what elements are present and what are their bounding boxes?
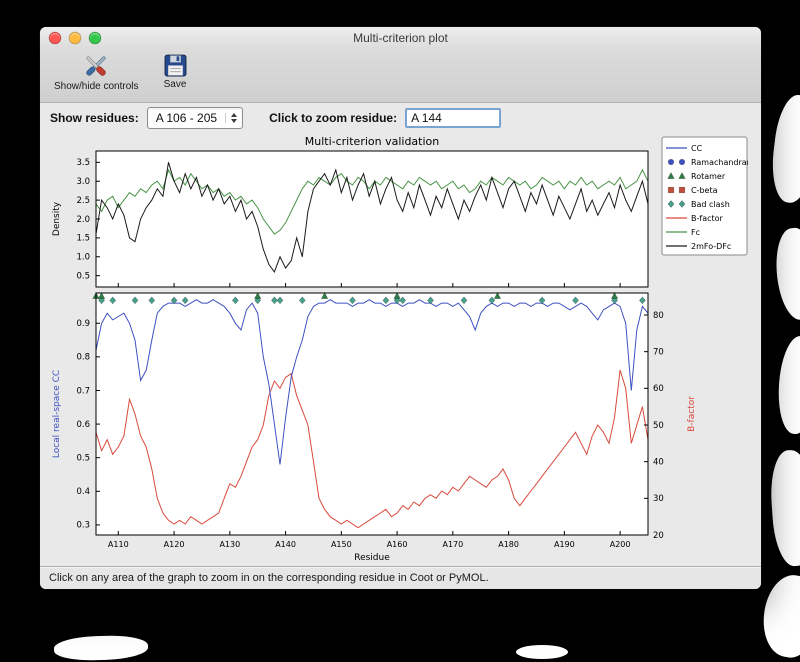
svg-text:CC: CC: [691, 144, 703, 153]
screen-artifact: [53, 634, 149, 662]
screen-artifact: [757, 571, 800, 661]
tools-icon: [81, 53, 111, 80]
svg-text:B-factor: B-factor: [691, 214, 724, 223]
window-title: Multi-criterion plot: [353, 31, 448, 45]
show-residues-label: Show residues:: [50, 111, 139, 125]
plot-area: Multi-criterion validation 0.5 1.0 1.5 2.0 2.…: [40, 133, 761, 566]
status-text: Click on any area of the graph to zoom i…: [49, 572, 489, 584]
svg-text:2mFo-DFc: 2mFo-DFc: [691, 242, 731, 251]
svg-text:0.5: 0.5: [76, 271, 90, 281]
multi-criterion-chart[interactable]: Multi-criterion validation 0.5 1.0 1.5 2.0 2.…: [48, 135, 748, 569]
svg-text:Bad clash: Bad clash: [691, 200, 730, 209]
svg-text:0.4: 0.4: [76, 487, 90, 497]
svg-text:2.5: 2.5: [76, 196, 90, 206]
svg-text:Local real-space CC: Local real-space CC: [52, 370, 62, 458]
minimize-button[interactable]: [69, 32, 81, 44]
svg-text:Residue: Residue: [354, 553, 390, 563]
residue-range-select[interactable]: A 106 - 205: [146, 107, 244, 129]
svg-text:A160: A160: [387, 540, 408, 549]
svg-text:0.9: 0.9: [76, 319, 90, 329]
controls-bar: Show residues: A 106 - 205 Click to zoom…: [40, 103, 761, 133]
svg-text:50: 50: [653, 421, 664, 431]
svg-text:2.0: 2.0: [76, 215, 90, 225]
screen-artifact: [767, 92, 800, 206]
window-titlebar[interactable]: Multi-criterion plot: [40, 27, 761, 49]
svg-text:B-factor: B-factor: [687, 396, 697, 432]
svg-text:1.5: 1.5: [76, 234, 90, 244]
svg-text:Fc: Fc: [691, 228, 700, 237]
screen-artifact: [768, 448, 800, 568]
svg-text:A120: A120: [164, 540, 185, 549]
show-hide-controls-label: Show/hide controls: [54, 81, 139, 92]
save-icon: [163, 53, 188, 78]
svg-text:A180: A180: [498, 540, 519, 549]
svg-text:A140: A140: [275, 540, 296, 549]
svg-text:A190: A190: [554, 540, 575, 549]
toolbar: Show/hide controls Save: [40, 49, 761, 103]
svg-text:0.6: 0.6: [76, 420, 90, 430]
svg-text:A150: A150: [331, 540, 352, 549]
zoom-window-button[interactable]: [89, 32, 101, 44]
svg-text:Density: Density: [52, 201, 62, 236]
zoom-residue-label: Click to zoom residue:: [269, 111, 398, 125]
show-hide-controls-button[interactable]: Show/hide controls: [50, 52, 143, 93]
svg-text:Ramachandran: Ramachandran: [691, 158, 748, 167]
svg-text:1.0: 1.0: [76, 253, 90, 263]
screen-artifact: [516, 645, 568, 659]
svg-text:70: 70: [653, 347, 664, 357]
svg-text:A130: A130: [219, 540, 240, 549]
svg-text:Multi-criterion validation: Multi-criterion validation: [305, 135, 440, 148]
screen-artifact: [772, 226, 800, 322]
svg-text:C-beta: C-beta: [691, 186, 718, 195]
svg-text:80: 80: [653, 311, 664, 321]
combo-stepper-icon: [225, 113, 238, 123]
residue-range-value: A 106 - 205: [155, 111, 218, 125]
svg-text:40: 40: [653, 457, 664, 467]
save-button[interactable]: Save: [159, 52, 192, 91]
close-button[interactable]: [49, 32, 61, 44]
svg-text:0.7: 0.7: [76, 386, 90, 396]
traffic-lights: [49, 32, 101, 44]
status-bar: Click on any area of the graph to zoom i…: [40, 566, 761, 589]
screen-artifact: [774, 334, 800, 436]
svg-text:A170: A170: [442, 540, 463, 549]
svg-text:0.3: 0.3: [76, 521, 90, 531]
svg-text:20: 20: [653, 531, 664, 541]
multi-criterion-plot-window: Multi-criterion plot Show/hide controls: [40, 27, 761, 589]
save-label: Save: [163, 79, 187, 90]
svg-text:0.5: 0.5: [76, 453, 90, 463]
svg-text:A200: A200: [610, 540, 631, 549]
svg-text:Rotamer: Rotamer: [691, 172, 726, 181]
svg-text:60: 60: [653, 384, 664, 394]
svg-text:0.8: 0.8: [76, 353, 90, 363]
svg-text:30: 30: [653, 494, 664, 504]
svg-text:A110: A110: [108, 540, 129, 549]
svg-text:3.0: 3.0: [76, 177, 90, 187]
svg-text:3.5: 3.5: [76, 158, 90, 168]
zoom-residue-input[interactable]: [405, 108, 502, 128]
